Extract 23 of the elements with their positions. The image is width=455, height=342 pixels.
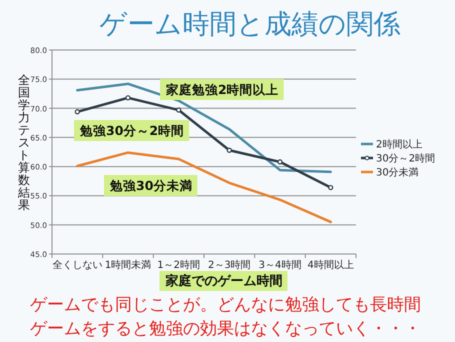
point (176, 107, 182, 113)
annotation: 勉強30分～2時間 (79, 123, 184, 138)
legend-label: 30分～2時間 (376, 152, 436, 164)
legend-label: 2時間以上 (376, 138, 422, 150)
annotation: 家庭勉強2時間以上 (165, 82, 279, 97)
x-tick-label: 4時間以上 (307, 259, 354, 271)
x-tick-label: 2～3時間 (208, 259, 251, 271)
x-axis-title: 家庭でのゲーム時間 (164, 273, 282, 289)
text: ゲームをすると勉強の効果はなくなっていく・・・ (30, 319, 421, 339)
x-tick-label: 3～4時間 (258, 259, 302, 271)
x-tick-label: 1～2時間 (157, 259, 200, 271)
point (277, 159, 283, 165)
x-tick-label: 全くしない (52, 259, 102, 271)
point (125, 95, 131, 100)
chart-title: ゲーム時間と成績の関係 (100, 9, 400, 40)
x-tick-label: 1時間未満 (104, 259, 152, 271)
annotation: 勉強30分未満 (109, 178, 192, 193)
legend-label: 30分未満 (376, 166, 419, 178)
point (74, 109, 80, 114)
y-axis-title: 全国学力テスト算数結果 (18, 73, 30, 212)
point (328, 184, 334, 190)
point (226, 148, 232, 153)
text: ゲームでも同じことが。どんなに勉強しても長時間 (30, 295, 421, 315)
